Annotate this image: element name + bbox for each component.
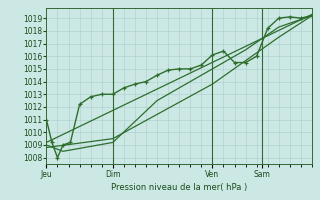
X-axis label: Pression niveau de la mer( hPa ): Pression niveau de la mer( hPa ) — [111, 183, 247, 192]
